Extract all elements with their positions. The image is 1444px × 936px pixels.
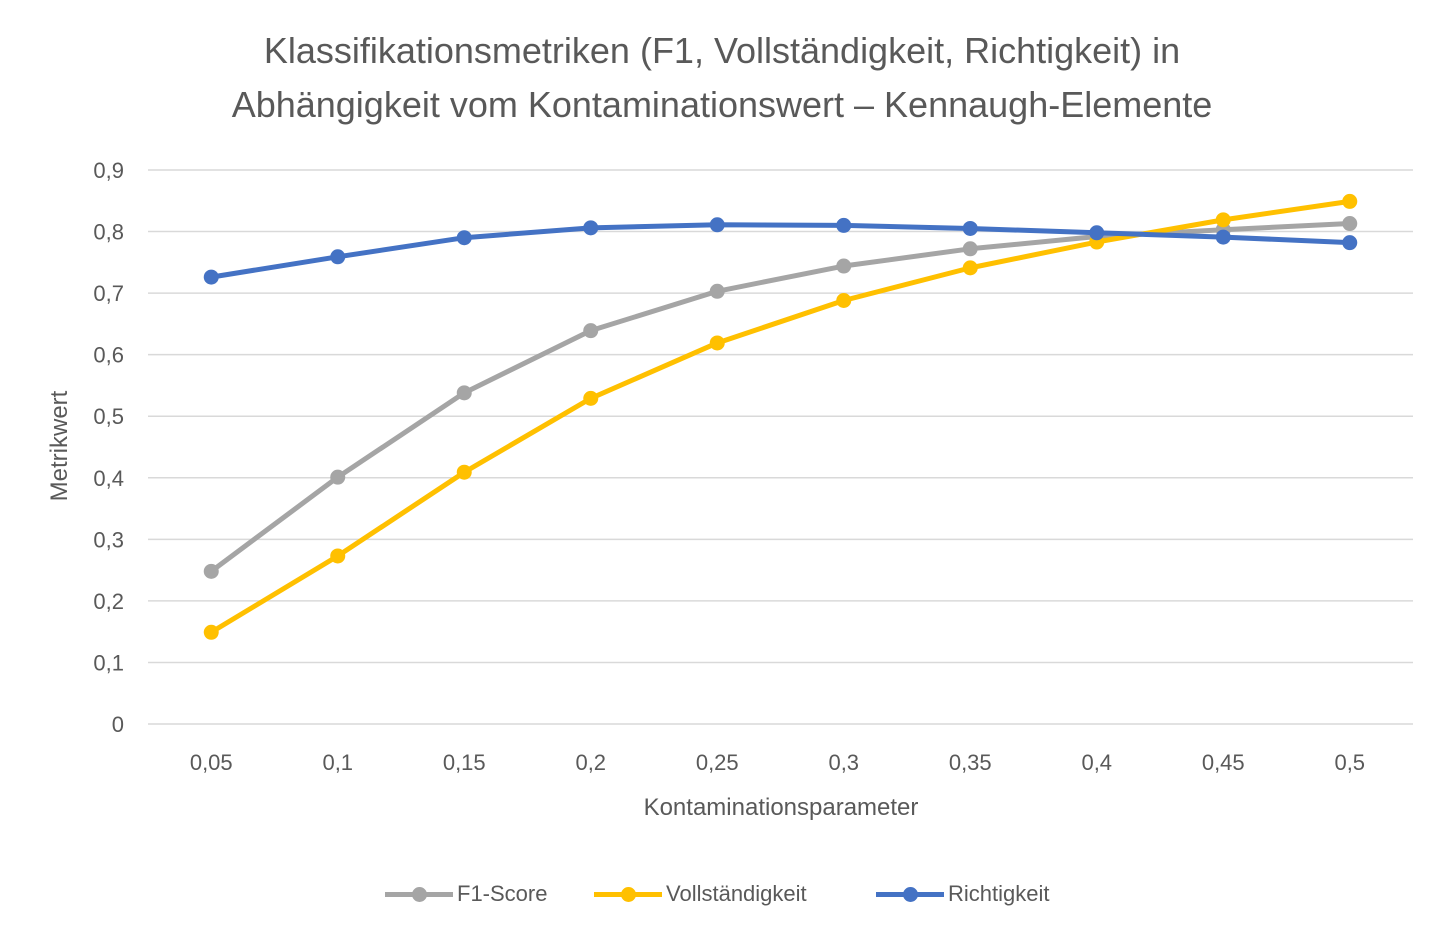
- legend-swatch-vollstaendigkeit: [594, 876, 662, 912]
- data-point: [1342, 235, 1358, 251]
- x-tick-label: 0,25: [696, 750, 739, 775]
- data-point: [709, 217, 725, 233]
- legend: F1-Score Vollständigkeit Richtigkeit: [0, 876, 1444, 912]
- legend-item-vollstaendigkeit: Vollständigkeit: [594, 876, 807, 912]
- data-point: [330, 548, 346, 564]
- x-axis-label: Kontaminationsparameter: [643, 794, 919, 821]
- y-tick-label: 0,9: [93, 158, 124, 183]
- x-tick-label: 0,15: [443, 750, 486, 775]
- x-tick-label: 0,4: [1081, 750, 1112, 775]
- data-point: [836, 258, 852, 274]
- data-point: [709, 335, 725, 351]
- series-line-1: [208, 198, 1353, 635]
- data-point: [203, 269, 219, 285]
- data-point: [583, 323, 599, 339]
- x-tick-label: 0,5: [1334, 750, 1365, 775]
- x-tick-label: 0,1: [322, 750, 353, 775]
- data-point: [583, 390, 599, 406]
- data-point: [583, 220, 599, 236]
- y-tick-label: 0: [112, 712, 124, 737]
- data-point: [836, 292, 852, 308]
- x-tick-label: 0,3: [828, 750, 859, 775]
- legend-label-f1-score: F1-Score: [457, 881, 548, 906]
- chart-title-line-1: Klassifikationsmetriken (F1, Vollständig…: [263, 30, 1181, 71]
- data-point: [1089, 225, 1105, 241]
- data-point: [962, 220, 978, 236]
- data-point: [330, 469, 346, 485]
- legend-swatch-richtigkeit: [876, 876, 944, 912]
- x-tick-label: 0,35: [949, 750, 992, 775]
- legend-label-vollstaendigkeit: Vollständigkeit: [666, 881, 807, 906]
- series-line-2: [208, 222, 1353, 280]
- y-tick-label: 0,8: [93, 220, 124, 245]
- legend-swatch-f1-score: [385, 876, 453, 912]
- data-point: [709, 283, 725, 299]
- data-point: [962, 241, 978, 257]
- legend-item-richtigkeit: Richtigkeit: [876, 876, 1049, 912]
- data-point: [456, 230, 472, 246]
- legend-label-richtigkeit: Richtigkeit: [948, 881, 1050, 906]
- series-line-0: [208, 221, 1353, 574]
- data-point: [836, 217, 852, 233]
- x-tick-label: 0,05: [190, 750, 233, 775]
- y-tick-label: 0,7: [93, 281, 124, 306]
- y-tick-label: 0,6: [93, 343, 124, 368]
- data-point: [962, 260, 978, 276]
- y-tick-label: 0,1: [93, 650, 124, 675]
- data-point: [1215, 212, 1231, 228]
- data-point: [203, 563, 219, 579]
- legend-item-f1-score: F1-Score: [385, 876, 547, 912]
- x-tick-label: 0,2: [575, 750, 606, 775]
- y-tick-label: 0,3: [93, 527, 124, 552]
- y-tick-label: 0,4: [93, 466, 124, 491]
- x-tick-label: 0,45: [1202, 750, 1245, 775]
- data-point: [203, 624, 219, 640]
- y-tick-label: 0,5: [93, 404, 124, 429]
- data-point: [330, 249, 346, 265]
- y-tick-label: 0,2: [93, 589, 124, 614]
- data-point: [1342, 216, 1358, 232]
- data-point: [1342, 193, 1358, 209]
- chart-title-line-2: Abhängigkeit vom Kontaminationswert – Ke…: [231, 84, 1213, 125]
- data-point: [456, 464, 472, 480]
- data-point: [456, 385, 472, 401]
- y-axis-label: Metrikwert: [46, 390, 73, 502]
- data-point: [1215, 229, 1231, 245]
